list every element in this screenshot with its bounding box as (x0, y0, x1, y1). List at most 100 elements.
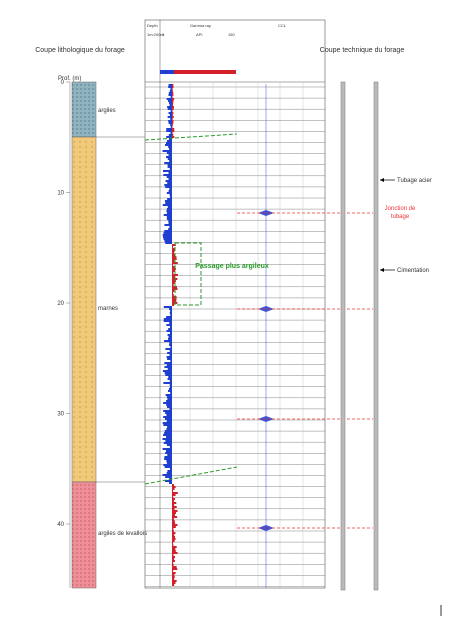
gamma-fill (163, 424, 172, 426)
log-header: CCL (278, 23, 287, 28)
gamma-fill (167, 398, 172, 400)
gamma-fill (166, 330, 172, 332)
gamma-fill (172, 260, 175, 262)
gamma-fill (172, 530, 174, 532)
gamma-fill (172, 104, 173, 106)
ccl-spike (258, 525, 274, 531)
axis-label: Prof. (m) (58, 76, 81, 82)
gamma-fill (166, 414, 172, 416)
gamma-fill (172, 508, 175, 510)
tech-title: Coupe technique du forage (320, 47, 405, 54)
gamma-fill (164, 340, 172, 342)
gamma-fill (167, 164, 172, 166)
gamma-fill (166, 192, 172, 194)
gamma-fill (165, 348, 172, 350)
gamma-fill (172, 518, 174, 520)
gamma-fill (166, 364, 172, 366)
gamma-fill (168, 388, 172, 390)
clay-box (174, 242, 202, 306)
gamma-fill (165, 142, 172, 144)
gamma-fill (172, 502, 177, 504)
gamma-fill (172, 534, 175, 536)
gamma-fill (169, 332, 172, 334)
gamma-fill (172, 94, 174, 96)
gamma-fill (172, 544, 174, 546)
gamma-fill (168, 146, 172, 148)
gamma-fill (166, 404, 172, 406)
gamma-fill (168, 222, 172, 224)
gamma-fill (168, 122, 172, 124)
gamma-fill (172, 286, 177, 288)
gamma-fill (168, 172, 172, 174)
gamma-fill (167, 470, 172, 472)
gamma-fill (167, 368, 172, 370)
gamma-fill (169, 104, 172, 106)
gamma-fill (172, 134, 174, 136)
gamma-fill (166, 460, 172, 462)
gamma-fill (165, 202, 172, 204)
gamma-fill (169, 312, 172, 314)
gamma-fill (172, 100, 174, 102)
gamma-fill (167, 358, 172, 360)
gamma-fill (162, 370, 172, 372)
ccl-spike (258, 306, 274, 312)
gamma-fill (167, 454, 172, 456)
depth-tick-label: 40 (57, 522, 64, 528)
gamma-fill (172, 92, 174, 94)
gamma-fill (166, 176, 172, 178)
casing (373, 81, 379, 591)
gamma-fill (164, 224, 172, 226)
gamma-fill (163, 442, 172, 444)
gamma-fill (167, 166, 172, 168)
gamma-fill (172, 528, 174, 530)
gamma-fill (172, 254, 175, 256)
gamma-fill (166, 136, 172, 138)
gamma-fill (170, 346, 172, 348)
gamma-fill (172, 584, 175, 586)
gamma-fill (169, 226, 172, 228)
log-header: API (196, 32, 202, 37)
gamma-fill (167, 182, 172, 184)
log-header: 0 (162, 32, 165, 37)
casing (340, 81, 346, 591)
gamma-fill (165, 186, 172, 188)
gamma-fill (172, 494, 176, 496)
gamma-fill (172, 500, 174, 502)
gamma-fill (172, 112, 174, 114)
gamma-fill (172, 514, 175, 516)
gamma-fill (166, 420, 172, 422)
gamma-fill (169, 168, 172, 170)
gamma-fill (164, 240, 172, 242)
gamma-fill (170, 360, 172, 362)
gamma-fill (163, 238, 172, 240)
gamma-fill (168, 336, 172, 338)
gamma-fill (169, 148, 172, 150)
gamma-fill (172, 244, 176, 246)
gamma-fill (169, 350, 172, 352)
gamma-fill (172, 298, 177, 300)
gamma-fill (163, 416, 172, 418)
gamma-fill (162, 236, 172, 238)
gamma-fill (166, 400, 172, 402)
gamma-fill (169, 342, 172, 344)
gamma-fill (166, 356, 172, 358)
gamma-fill (172, 558, 175, 560)
log-header: 150 (228, 32, 235, 37)
gamma-fill (168, 134, 172, 136)
gamma-fill (167, 116, 172, 118)
gamma-fill (172, 294, 174, 296)
gamma-fill (172, 490, 174, 492)
gamma-fill (170, 132, 172, 134)
gamma-fill (172, 264, 174, 266)
gamma-fill (172, 516, 178, 518)
gamma-fill (172, 108, 174, 110)
gamma-fill (167, 334, 172, 336)
gamma-fill (172, 546, 177, 548)
gamma-fill (169, 90, 172, 92)
gamma-fill (172, 270, 176, 272)
legend-bar (174, 70, 236, 74)
gamma-fill (164, 366, 172, 368)
gamma-fill (172, 574, 175, 576)
arrow-head (380, 268, 384, 272)
gamma-fill (172, 486, 176, 488)
